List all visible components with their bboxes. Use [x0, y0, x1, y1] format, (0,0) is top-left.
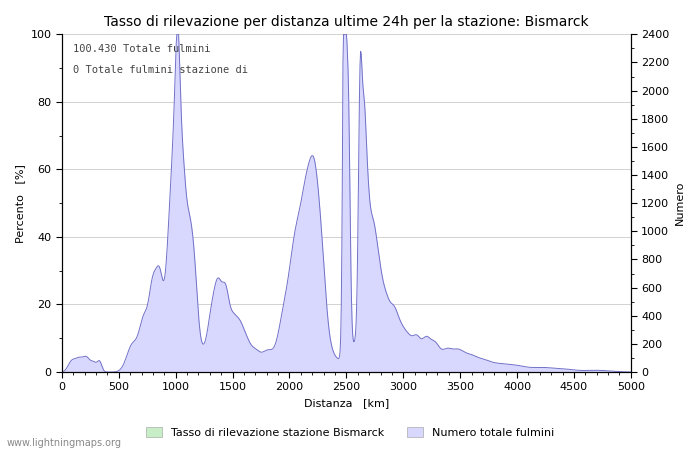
Y-axis label: Percento   [%]: Percento [%]	[15, 164, 25, 243]
Y-axis label: Numero: Numero	[675, 181, 685, 225]
Legend: Tasso di rilevazione stazione Bismarck, Numero totale fulmini: Tasso di rilevazione stazione Bismarck, …	[141, 423, 559, 442]
X-axis label: Distanza   [km]: Distanza [km]	[304, 398, 389, 408]
Title: Tasso di rilevazione per distanza ultime 24h per la stazione: Bismarck: Tasso di rilevazione per distanza ultime…	[104, 15, 589, 29]
Text: 100.430 Totale fulmini: 100.430 Totale fulmini	[74, 45, 211, 54]
Text: www.lightningmaps.org: www.lightningmaps.org	[7, 438, 122, 448]
Text: 0 Totale fulmini stazione di: 0 Totale fulmini stazione di	[74, 65, 248, 75]
